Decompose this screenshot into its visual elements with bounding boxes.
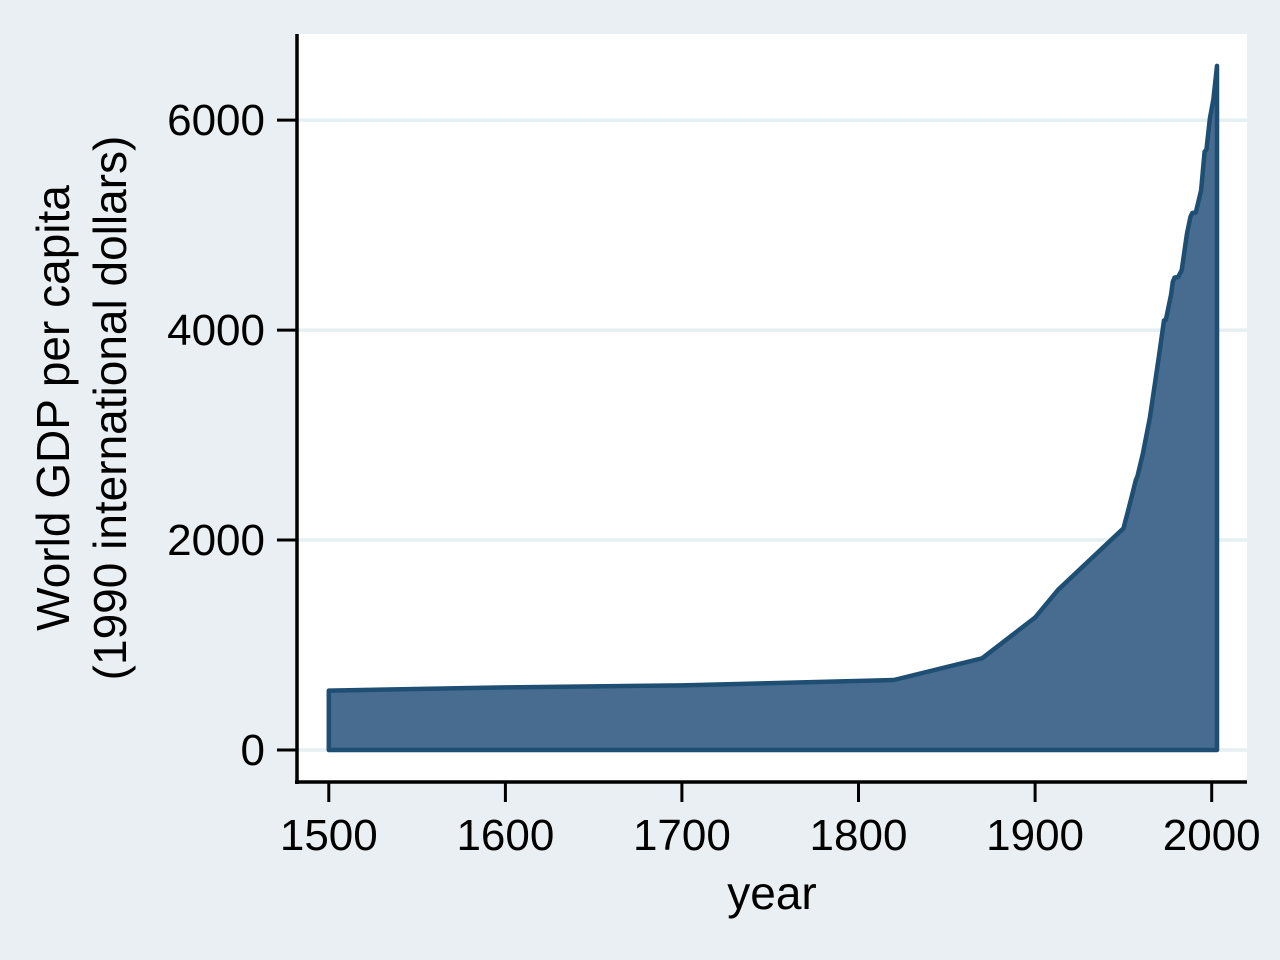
x-tick-label: 2000 <box>1163 811 1261 860</box>
y-tick-label: 6000 <box>167 96 265 145</box>
x-tick-label: 1900 <box>986 811 1084 860</box>
x-axis-title: year <box>727 867 817 919</box>
y-axis-title: World GDP per capita (1990 international… <box>25 136 139 681</box>
x-tick-label: 1700 <box>633 811 731 860</box>
y-tick-label: 0 <box>241 726 265 775</box>
x-tick-label: 1500 <box>280 811 378 860</box>
world-gdp-area <box>326 63 1220 753</box>
x-tick-label: 1800 <box>810 811 908 860</box>
y-axis-title-line2: (1990 international dollars) <box>84 135 136 681</box>
x-tick-label: 1600 <box>456 811 554 860</box>
y-tick-label: 2000 <box>167 516 265 565</box>
y-tick-label: 4000 <box>167 306 265 355</box>
y-axis-title-line1: World GDP per capita <box>27 185 79 631</box>
